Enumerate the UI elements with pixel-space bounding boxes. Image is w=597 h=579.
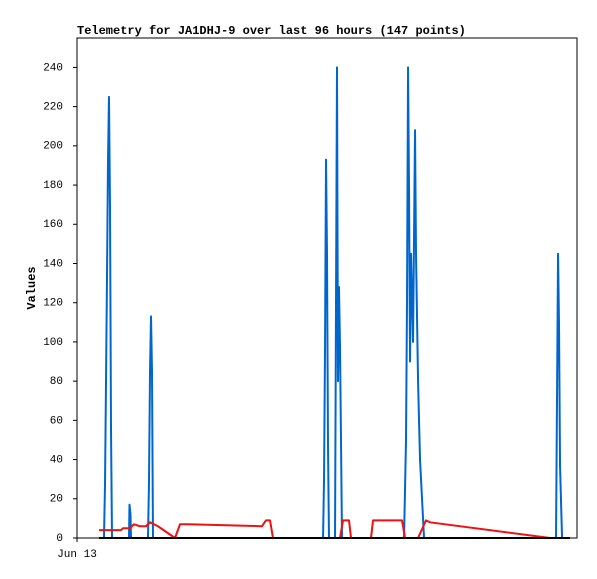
y-tick-label: 220 [43,102,63,114]
y-tick-label: 160 [43,219,63,231]
y-tick-label: 40 [50,454,63,466]
y-tick-label: 140 [43,258,63,270]
y-tick-label: 100 [43,337,63,349]
y-tick-label: 200 [43,141,63,153]
y-tick-label: 20 [50,494,63,506]
y-tick-label: 0 [56,533,63,545]
y-tick-label: 180 [43,180,63,192]
y-tick-label: 60 [50,415,63,427]
y-axis-label: Values [25,266,39,309]
x-tick-label: Jun 13 [57,549,97,561]
y-tick-label: 80 [50,376,63,388]
y-tick-label: 120 [43,298,63,310]
y-tick-label: 240 [43,62,63,74]
chart-title: Telemetry for JA1DHJ-9 over last 96 hour… [77,24,466,38]
